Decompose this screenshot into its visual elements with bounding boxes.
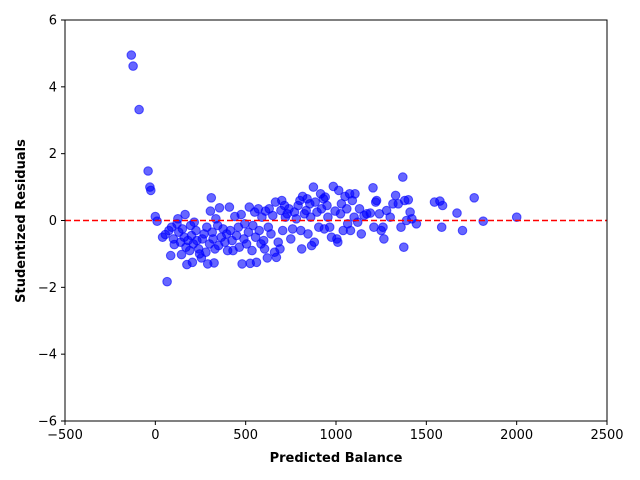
scatter-point bbox=[396, 222, 406, 232]
scatter-point bbox=[189, 217, 199, 227]
scatter-point bbox=[176, 249, 187, 260]
y-tick-label: −6 bbox=[38, 415, 57, 430]
scatter-point bbox=[126, 50, 137, 60]
scatter-point bbox=[241, 239, 252, 249]
scatter-point bbox=[205, 206, 216, 216]
scatter-point bbox=[436, 222, 447, 232]
scatter-point bbox=[286, 234, 296, 244]
scatter-point bbox=[177, 224, 188, 234]
scatter-point bbox=[305, 212, 316, 222]
scatter-point bbox=[259, 244, 270, 254]
scatter-point bbox=[224, 202, 235, 212]
scatter-point bbox=[333, 237, 343, 247]
scatter-point bbox=[378, 222, 388, 232]
scatter-point bbox=[206, 193, 217, 203]
scatter-point bbox=[323, 212, 333, 222]
scatter-point bbox=[469, 193, 480, 203]
scatter-point bbox=[187, 257, 198, 268]
x-tick-label: 1000 bbox=[319, 428, 352, 443]
scatter-point bbox=[296, 244, 307, 254]
scatter-point bbox=[266, 229, 276, 239]
scatter-point bbox=[277, 225, 288, 236]
scatter-point bbox=[345, 225, 356, 236]
scatter-point bbox=[254, 225, 265, 236]
x-tick-label: 2500 bbox=[590, 428, 623, 443]
scatter-point bbox=[368, 183, 378, 193]
scatter-point bbox=[411, 219, 422, 229]
y-tick-label: −2 bbox=[38, 281, 57, 296]
scatter-point bbox=[399, 242, 409, 252]
scatter-point bbox=[403, 195, 414, 205]
x-tick-label: 500 bbox=[233, 428, 258, 443]
scatter-point bbox=[452, 208, 462, 218]
scatter-point bbox=[457, 225, 468, 236]
scatter-point bbox=[162, 276, 172, 287]
scatter-point bbox=[385, 212, 396, 222]
scatter-point bbox=[146, 185, 156, 196]
scatter-point bbox=[180, 209, 190, 220]
scatter-point bbox=[310, 197, 321, 207]
scatter-point bbox=[303, 229, 313, 239]
scatter-point bbox=[191, 225, 201, 236]
scatter-point bbox=[214, 203, 225, 213]
scatter-point bbox=[143, 166, 153, 176]
scatter-point bbox=[356, 229, 367, 239]
scatter-point bbox=[291, 214, 302, 224]
x-tick-label: 2000 bbox=[500, 428, 533, 443]
scatter-point bbox=[201, 247, 211, 257]
scatter-point bbox=[262, 253, 273, 263]
scatter-point bbox=[333, 185, 344, 196]
ticks-layer: −500 0 500 1000 1500 2000 2500 −6 −4 −2 0 2 4 6 bbox=[38, 14, 624, 444]
y-tick-label: −4 bbox=[38, 348, 57, 363]
scatter-point bbox=[309, 237, 320, 247]
scatter-point bbox=[354, 204, 365, 214]
y-tick-label: 2 bbox=[49, 147, 57, 162]
scatter-point bbox=[322, 200, 332, 211]
scatter-point bbox=[251, 257, 262, 268]
scatter-point bbox=[287, 224, 298, 234]
x-tick-label: 0 bbox=[151, 428, 159, 443]
y-axis-label: Studentized Residuals bbox=[14, 139, 29, 303]
scatter-point bbox=[350, 189, 360, 199]
scatter-point bbox=[243, 227, 254, 237]
scatter-point bbox=[268, 210, 278, 221]
scatter-point bbox=[342, 204, 352, 214]
scatter-point bbox=[437, 200, 448, 211]
scatter-point bbox=[165, 250, 176, 261]
y-tick-label: 0 bbox=[49, 214, 57, 229]
scatter-point bbox=[247, 245, 257, 256]
scatter-point bbox=[275, 244, 285, 254]
scatter-point bbox=[134, 104, 144, 115]
scatter-point bbox=[398, 172, 408, 182]
y-tick-label: 4 bbox=[49, 80, 57, 95]
scatter-point bbox=[335, 209, 346, 219]
scatter-point bbox=[271, 252, 282, 263]
x-tick-label: 1500 bbox=[410, 428, 443, 443]
scatter-point bbox=[248, 220, 258, 231]
scatter-point bbox=[324, 222, 335, 232]
scatter-point bbox=[308, 182, 319, 192]
points-layer bbox=[126, 50, 522, 287]
scatter-point bbox=[352, 217, 363, 227]
scatter-point bbox=[236, 209, 246, 220]
scatter-point bbox=[320, 192, 331, 202]
scatter-point bbox=[371, 195, 382, 206]
scatter-point bbox=[379, 234, 389, 244]
scatter-point bbox=[128, 61, 138, 71]
scatter-point bbox=[511, 212, 522, 222]
scatter-point bbox=[237, 259, 247, 269]
scatter-point bbox=[390, 190, 401, 201]
scatter-point bbox=[365, 208, 376, 218]
x-tick-label: −500 bbox=[47, 428, 83, 443]
y-tick-label: 6 bbox=[49, 14, 57, 29]
scatter-point bbox=[225, 225, 236, 236]
scatter-point bbox=[258, 235, 269, 246]
scatter-point bbox=[209, 258, 219, 268]
x-axis-label: Predicted Balance bbox=[270, 451, 403, 466]
